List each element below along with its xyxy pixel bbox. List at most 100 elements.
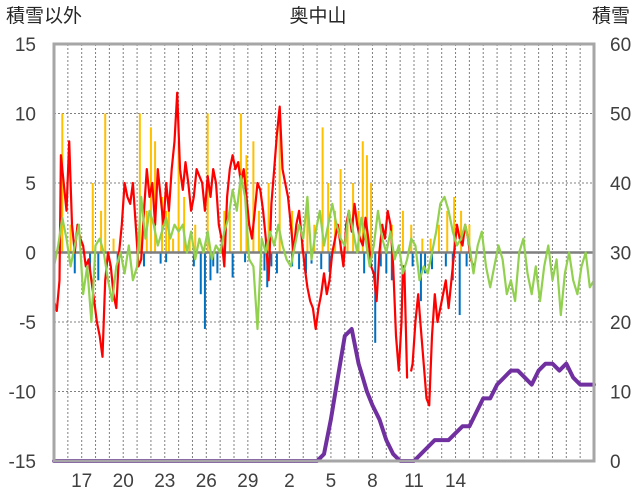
y-axis-right-label: 積雪 — [592, 5, 630, 27]
y-axis-left-label: 積雪以外 — [6, 5, 82, 27]
precipitation-bar — [91, 183, 94, 253]
precipitation-bar — [69, 224, 72, 253]
precipitation-bar — [437, 224, 440, 253]
y-right-tick-label: 40 — [610, 174, 631, 195]
temp-change-bar — [73, 252, 76, 274]
temp-change-bar — [159, 252, 162, 264]
precipitation-bar — [361, 141, 364, 253]
temp-change-bar — [390, 252, 393, 281]
precipitation-bar — [177, 141, 180, 253]
precipitation-bar — [429, 238, 432, 253]
precipitation-bar — [346, 224, 349, 253]
y-right-tick-label: 20 — [610, 313, 631, 334]
temp-change-bar — [209, 252, 212, 281]
precipitation-bar — [183, 196, 186, 253]
x-tick-label: 5 — [326, 471, 337, 492]
precipitation-bar — [421, 238, 424, 253]
y-right-tick-label: 60 — [610, 35, 631, 56]
precipitation-bar — [327, 183, 330, 253]
temp-change-bar — [216, 252, 219, 274]
y-right-tick-label: 50 — [610, 105, 631, 126]
series-dewpoint — [52, 175, 596, 331]
precipitation-bar — [112, 238, 115, 253]
precipitation-bar — [468, 224, 471, 253]
x-tick-label: 8 — [367, 471, 378, 492]
temp-change-bar — [203, 252, 206, 329]
temp-change-bar — [431, 252, 433, 270]
temp-change-bar — [363, 252, 366, 274]
x-tick-label: 11 — [404, 471, 424, 492]
temp-change-bar — [89, 252, 91, 270]
temp-change-bar — [305, 252, 307, 274]
precipitation-bar — [252, 141, 255, 253]
x-tick-label: 26 — [196, 471, 217, 492]
x-tick-label: 17 — [71, 471, 92, 492]
precipitation-bar — [165, 210, 168, 253]
precipitation-bar — [154, 141, 157, 253]
precipitation-bar — [267, 183, 270, 253]
temp-change-bar — [444, 252, 447, 267]
y-right-tick-label: 30 — [610, 244, 631, 265]
temp-change-bar — [275, 252, 278, 274]
precipitation-bar — [278, 113, 281, 253]
temp-change-bar — [97, 252, 100, 281]
plot-frame — [52, 42, 596, 463]
x-tick-label: 20 — [113, 471, 134, 492]
precipitation-bar — [104, 113, 107, 253]
y-left-tick-label: 0 — [25, 244, 36, 265]
plot-border — [52, 42, 596, 463]
x-tick-label: 23 — [154, 471, 175, 492]
x-tick-label: 2 — [284, 471, 295, 492]
temp-change-bar — [192, 252, 195, 267]
precipitation-bar — [257, 210, 260, 253]
precipitation-bar — [161, 196, 163, 253]
temp-change-bar — [320, 252, 323, 270]
y-left-tick-label: -15 — [9, 452, 36, 473]
temp-change-bar — [385, 252, 388, 274]
precipitation-bar — [61, 113, 64, 253]
temp-change-bar — [143, 252, 145, 267]
temp-change-bar — [424, 252, 427, 274]
precipitation-bar — [370, 183, 373, 253]
y-left-tick-label: -10 — [9, 383, 36, 404]
y-left-tick-label: 5 — [25, 174, 36, 195]
temp-change-bar — [328, 252, 331, 272]
precipitation-bar — [194, 224, 197, 253]
temp-change-bar — [231, 252, 234, 278]
precipitation-bar — [188, 238, 191, 253]
series-layer — [52, 91, 596, 463]
precipitation-bar — [334, 210, 337, 253]
y-left-tick-label: -5 — [19, 313, 36, 334]
temp-change-bar — [270, 252, 273, 267]
series-snow_depth — [52, 327, 596, 463]
precipitation-bar — [446, 210, 449, 253]
precipitation-bar — [321, 127, 324, 253]
precipitation-bar — [228, 210, 231, 253]
precipitation-bar — [138, 113, 141, 253]
precipitation-bar — [453, 196, 456, 253]
precipitation-bar — [172, 238, 175, 253]
precipitation-bar — [365, 155, 368, 253]
y-left-tick-label: 15 — [15, 35, 36, 56]
x-tick-label: 14 — [445, 471, 467, 492]
y-right-tick-label: 0 — [610, 452, 621, 473]
precipitation-bar — [460, 210, 463, 253]
y-left-tick-label: 10 — [15, 105, 36, 126]
precipitation-bar — [100, 210, 103, 253]
precipitation-bar — [306, 196, 309, 253]
temp-change-bar — [298, 252, 301, 270]
chart-title: 奥中山 — [289, 5, 346, 27]
precipitation-bar — [401, 210, 404, 253]
temp-change-bar — [165, 252, 168, 263]
temp-change-bar — [379, 252, 382, 267]
temp-change-bar — [212, 252, 215, 267]
temp-change-bar — [199, 252, 202, 295]
temp-change-bar — [263, 252, 266, 271]
temp-change-bar — [465, 252, 468, 267]
x-tick-label: 29 — [237, 471, 258, 492]
precipitation-bar — [339, 169, 342, 253]
temp-change-bar — [244, 252, 247, 263]
temp-change-bar — [458, 252, 461, 316]
